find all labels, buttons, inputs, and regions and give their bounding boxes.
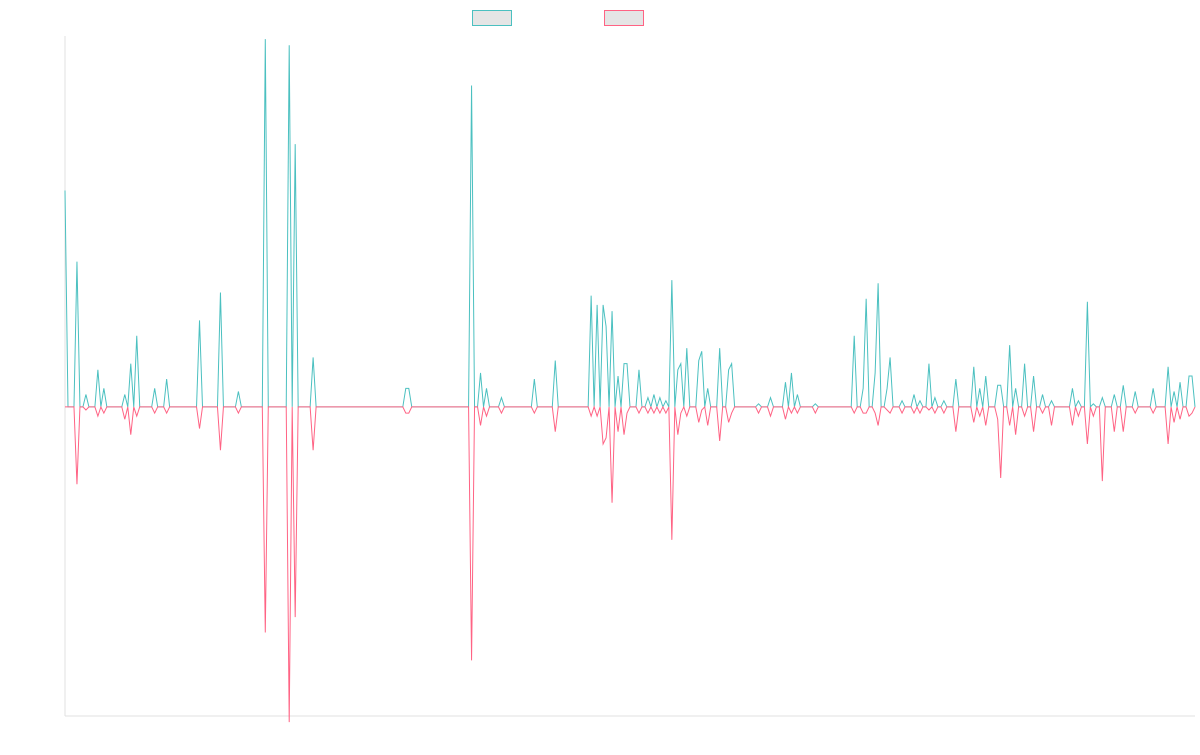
series-line-1 bbox=[64, 39, 1196, 409]
legend-swatch-teal[interactable] bbox=[472, 10, 512, 26]
series-line-2 bbox=[65, 405, 1196, 723]
legend-swatch-pink[interactable] bbox=[604, 10, 644, 26]
